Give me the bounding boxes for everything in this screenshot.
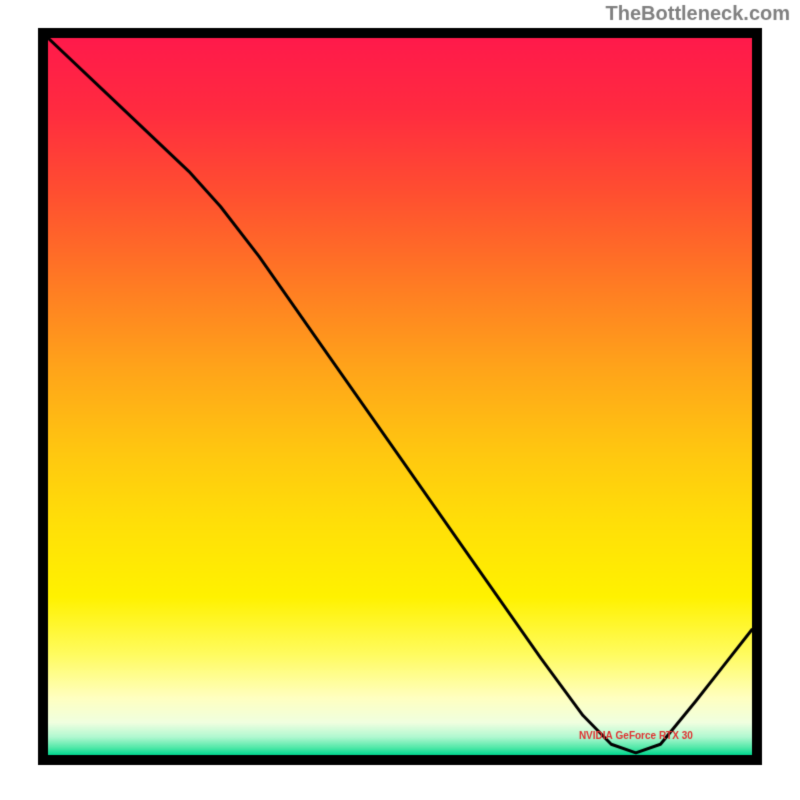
bottleneck-chart [0, 0, 800, 800]
